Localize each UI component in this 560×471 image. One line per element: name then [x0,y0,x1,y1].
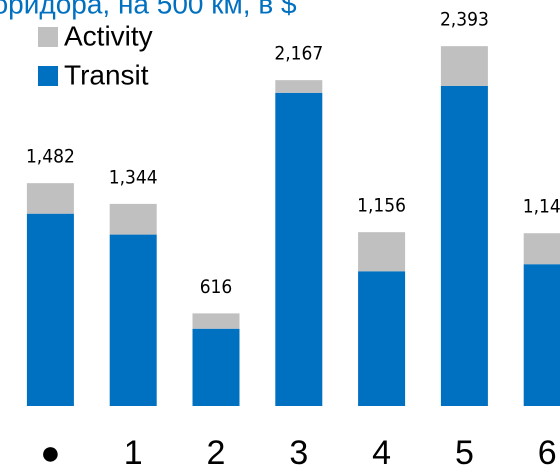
total-label: 616 [200,276,233,298]
bar-segment [358,271,406,406]
x-tick-label: 6 [538,434,557,471]
legend-label: Activity [64,20,153,51]
x-tick-label: 5 [455,434,474,471]
bar-segment [26,213,74,406]
bar-segment [358,232,406,272]
bar-segment [523,264,560,406]
x-tick-label: 2 [207,434,226,471]
bar-segment [109,203,157,235]
bar-segment [109,234,157,406]
bar-segment [26,183,74,214]
legend-swatch [38,27,58,47]
bar-segment [192,328,240,406]
chart-title: коридора, на 500 км, в $ [0,0,297,19]
legend-label: Transit [64,59,149,90]
x-tick-label: 3 [289,434,308,471]
total-label: 2,393 [440,9,489,31]
total-label: 1,156 [357,195,406,217]
bar-segment [275,92,323,407]
total-label: 1,344 [109,166,158,188]
bar-segment [440,85,488,406]
total-label: 1,149 [523,196,560,218]
x-tick-label: 4 [372,434,391,471]
legend-swatch [38,66,58,86]
x-tick-label: ● [40,434,61,471]
bar-segment [275,80,323,93]
x-tick-label: 1 [124,434,143,471]
bar-segment [523,233,560,265]
bar-segment [440,46,488,86]
total-label: 1,482 [26,146,75,168]
total-label: 2,167 [274,43,323,65]
bar-segment [192,313,240,329]
